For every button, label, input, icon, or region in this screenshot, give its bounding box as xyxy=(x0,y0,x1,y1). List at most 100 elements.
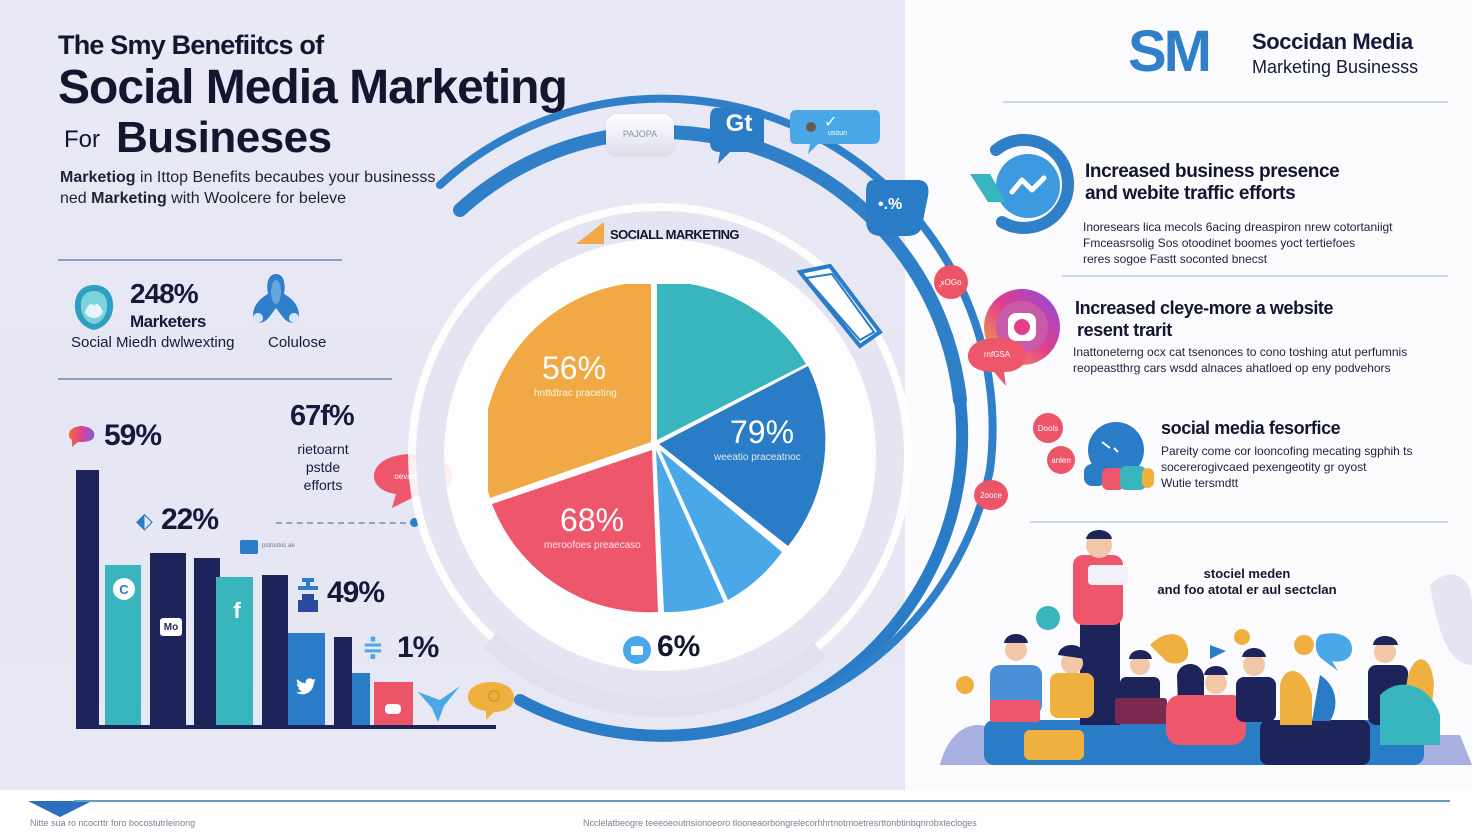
dots-speech-bubble: •.% xyxy=(862,176,932,246)
logo-tagline: Marketing Businesss xyxy=(1252,57,1419,77)
feature-2-title-line1: Increased cleye-more a website xyxy=(1075,298,1334,318)
stats-bottom-rule xyxy=(58,378,392,380)
connector-dot xyxy=(410,518,419,527)
youtube-icon xyxy=(385,704,401,714)
bar-9 xyxy=(352,673,370,725)
feature-1-title-line2: and webite traffic efforts xyxy=(1085,183,1296,204)
feature-2-title-line2: resent trarit xyxy=(1077,320,1172,340)
title-pre: The Smy Benefiitcs of xyxy=(58,30,324,60)
bar-8 xyxy=(334,637,352,725)
bar-3 xyxy=(150,553,186,725)
footer-chevron-icon xyxy=(28,801,92,817)
feature-3-body-line3: Wutie tersmdtt xyxy=(1161,476,1239,490)
check-icon: ✓ xyxy=(824,114,838,131)
pie-title: SOCIALL MARKETING xyxy=(610,227,740,242)
title-businesses: Busineses xyxy=(116,113,332,162)
stats-top-rule xyxy=(58,259,342,261)
gradient-bubble-icon xyxy=(66,424,96,448)
chat-bubble-icon xyxy=(466,680,516,722)
feature-1-body: Inoresears lica mecols 6acing dreaspiron… xyxy=(1083,219,1393,267)
check-speech-bubble: ✓ usoun xyxy=(788,108,882,156)
subtitle-pre-2: ned xyxy=(60,190,92,207)
it-speech-bubble: Gt xyxy=(706,104,766,164)
title-for: For xyxy=(64,126,100,153)
facebook-icon: f xyxy=(233,598,241,623)
twitter-icon xyxy=(294,675,318,699)
red-circle-dools: Dools xyxy=(1033,413,1063,443)
stat-59-value: 59% xyxy=(104,419,162,452)
pie-79-sub: weeatio praceatnoc xyxy=(714,452,801,463)
stat-1-value: 1% xyxy=(397,631,439,664)
footer-right-text: Ncclelatbeogre teeeoeoutnsionoeoro tloon… xyxy=(583,818,977,828)
people-caption-line2: and foo atotal er aul sectclan xyxy=(1157,582,1337,597)
red-circle-bubble-1: ꭙOGo xyxy=(934,265,968,299)
logo-name: Soccidan Media xyxy=(1252,29,1413,54)
linkedin-icon: Mo xyxy=(160,618,182,636)
check-bubble-text: usoun xyxy=(828,130,848,137)
feature-2-body-line1: Inattoneterng ocx cat tsenonces to cono … xyxy=(1073,345,1408,359)
feature-1-body-line2: Fmceasrsolig Sos otoodinet boomes yoct t… xyxy=(1083,236,1356,250)
feature-1-body-line1: Inoresears lica mecols 6acing dreaspiron… xyxy=(1083,220,1393,234)
red-circle-bubble-3: 2ooce xyxy=(974,480,1008,510)
pie-chart: 56% hnttdtrac praceting 79% weeatio prac… xyxy=(482,281,826,614)
feature-3-title: social media fesorfice xyxy=(1161,418,1341,438)
feature-divider-1 xyxy=(1062,275,1448,277)
feature-1-title-line1: Increased business presence xyxy=(1085,161,1340,182)
stat-49-value: 49% xyxy=(327,576,385,609)
person-stamp-icon xyxy=(296,578,320,612)
subtitle-bold-1: Marketiog xyxy=(60,169,136,186)
feature-1-body-line3: reres sogoe Fastt soconted bnecst xyxy=(1083,252,1268,266)
stat-colulose-label: Colulose xyxy=(268,334,327,351)
red-circle-anlen: anlen xyxy=(1047,446,1075,474)
subtitle-bold-2: Marketing xyxy=(91,190,167,207)
bar-10 xyxy=(374,682,413,725)
subtitle: Marketiog in Ittop Benefits becaubes you… xyxy=(60,167,490,209)
avatar-icon xyxy=(806,122,816,132)
logo-divider xyxy=(1003,101,1448,103)
bar-5 xyxy=(216,577,253,725)
small-note: pstrostoc ae xyxy=(262,543,295,549)
small-blue-icon xyxy=(240,540,258,554)
pill-bubble: PAJOPA xyxy=(606,114,674,154)
feature-3-body-line1: Pareity come cor looncofing mecating sgp… xyxy=(1161,444,1413,458)
pie-56-value: 56% xyxy=(542,350,607,386)
pie-56-sub: hnttdtrac praceting xyxy=(534,388,617,399)
stat-67-line-1: rietoarnt xyxy=(297,441,349,457)
feature-3-body: Pareity come cor looncofing mecating sgp… xyxy=(1161,443,1412,491)
messenger-icon xyxy=(966,130,1082,240)
footer xyxy=(0,790,1472,832)
bar-1 xyxy=(76,470,99,725)
subtitle-rest-2: with Woolcere for beleve xyxy=(166,190,347,207)
puzzle-icon: ⬖ xyxy=(136,508,153,533)
stat-67-line-3: efforts xyxy=(303,477,343,493)
it-bubble-text: Gt xyxy=(725,110,753,137)
stat-248-label-bold: Marketers xyxy=(130,312,206,331)
paper-plane-icon xyxy=(416,682,462,724)
teal-person-icon xyxy=(72,282,116,334)
feature-2-body: Inattoneterng ocx cat tsenonces to cono … xyxy=(1073,344,1407,376)
people-illustration xyxy=(940,530,1472,765)
stat-22-value: 22% xyxy=(161,503,219,536)
stat-67-label: rietoarnt pstde efforts xyxy=(293,440,353,494)
stat-248-label: Social Miedh dwlwexting xyxy=(71,334,235,351)
instagram-bubble-text: rnfGSA xyxy=(983,350,1011,359)
people-caption-line1: stociel meden xyxy=(1203,566,1291,581)
bar-chart: C Mo f xyxy=(76,470,514,725)
logo-mark: SM xyxy=(1128,19,1212,84)
bar-chart-axis xyxy=(76,725,496,729)
equals-icon: ≑ xyxy=(362,632,384,662)
dashed-connector xyxy=(276,522,406,524)
feature-2-title: Increased cleye-more a website resent tr… xyxy=(1075,297,1334,341)
pinterest-icon: C xyxy=(113,578,135,600)
dots-bubble-text: •.% xyxy=(878,196,903,213)
pie-title-flag-icon xyxy=(576,222,604,244)
footer-left-text: Nitte sua ro ncocrttr foro bocostutrlein… xyxy=(30,818,196,828)
pie-68-sub: meroofoes preaecaso xyxy=(544,540,641,551)
stat-67-value: 67f% xyxy=(290,400,355,432)
blue-figure-icon xyxy=(246,270,306,330)
bar-6 xyxy=(262,575,288,725)
subtitle-rest-1: in Ittop Benefits becaubes your business… xyxy=(135,169,436,186)
feature-3-body-line2: socererogivcaed pexengeotity gr oyost xyxy=(1161,460,1367,474)
feature-1-title: Increased business presence and webite t… xyxy=(1085,161,1340,205)
pie-6-value: 6% xyxy=(657,630,701,663)
